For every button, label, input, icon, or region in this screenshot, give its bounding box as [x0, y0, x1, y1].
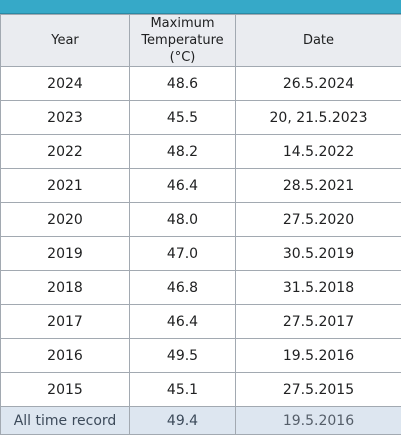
max-temperature-cell: 48.2	[129, 134, 236, 169]
year-cell: 2019	[0, 236, 130, 271]
max-temperature-cell: 49.5	[129, 338, 236, 373]
record-max-temperature-cell: 49.4	[129, 406, 236, 435]
max-temperature-cell: 45.1	[129, 372, 236, 407]
table-row: 2021 46.4 28.5.2021	[0, 168, 401, 203]
date-cell: 20, 21.5.2023	[235, 100, 401, 135]
table-row: 2024 48.6 26.5.2024	[0, 66, 401, 101]
date-cell: 27.5.2017	[235, 304, 401, 339]
year-cell: 2018	[0, 270, 130, 305]
column-header-year: Year	[0, 14, 130, 67]
table-row: 2023 45.5 20, 21.5.2023	[0, 100, 401, 135]
date-cell: 30.5.2019	[235, 236, 401, 271]
table-header-row: Year Maximum Temperature (°C) Date	[0, 14, 401, 67]
year-cell: 2021	[0, 168, 130, 203]
year-cell: 2024	[0, 66, 130, 101]
column-header-date: Date	[235, 14, 401, 67]
table-row: 2015 45.1 27.5.2015	[0, 372, 401, 407]
record-date-cell: 19.5.2016	[235, 406, 401, 435]
year-cell: 2023	[0, 100, 130, 135]
max-temperature-cell: 46.4	[129, 304, 236, 339]
table-row: 2018 46.8 31.5.2018	[0, 270, 401, 305]
max-temperature-cell: 47.0	[129, 236, 236, 271]
column-header-max-temperature: Maximum Temperature (°C)	[129, 14, 236, 67]
table-row: 2016 49.5 19.5.2016	[0, 338, 401, 373]
date-cell: 31.5.2018	[235, 270, 401, 305]
table-row: 2020 48.0 27.5.2020	[0, 202, 401, 237]
year-cell: 2020	[0, 202, 130, 237]
date-cell: 27.5.2020	[235, 202, 401, 237]
all-time-record-row: All time record 49.4 19.5.2016	[0, 406, 401, 435]
table-row: 2019 47.0 30.5.2019	[0, 236, 401, 271]
year-cell: 2016	[0, 338, 130, 373]
max-temperature-cell: 48.6	[129, 66, 236, 101]
date-cell: 19.5.2016	[235, 338, 401, 373]
date-cell: 14.5.2022	[235, 134, 401, 169]
max-temperature-cell: 48.0	[129, 202, 236, 237]
table-row: 2022 48.2 14.5.2022	[0, 134, 401, 169]
max-temperature-cell: 46.8	[129, 270, 236, 305]
table-caption-bar	[0, 0, 401, 14]
max-temperature-cell: 45.5	[129, 100, 236, 135]
date-cell: 27.5.2015	[235, 372, 401, 407]
max-temperature-table: Year Maximum Temperature (°C) Date 2024 …	[0, 14, 401, 435]
table-row: 2017 46.4 27.5.2017	[0, 304, 401, 339]
record-label-cell: All time record	[0, 406, 130, 435]
year-cell: 2017	[0, 304, 130, 339]
max-temperature-cell: 46.4	[129, 168, 236, 203]
year-cell: 2015	[0, 372, 130, 407]
year-cell: 2022	[0, 134, 130, 169]
date-cell: 28.5.2021	[235, 168, 401, 203]
date-cell: 26.5.2024	[235, 66, 401, 101]
